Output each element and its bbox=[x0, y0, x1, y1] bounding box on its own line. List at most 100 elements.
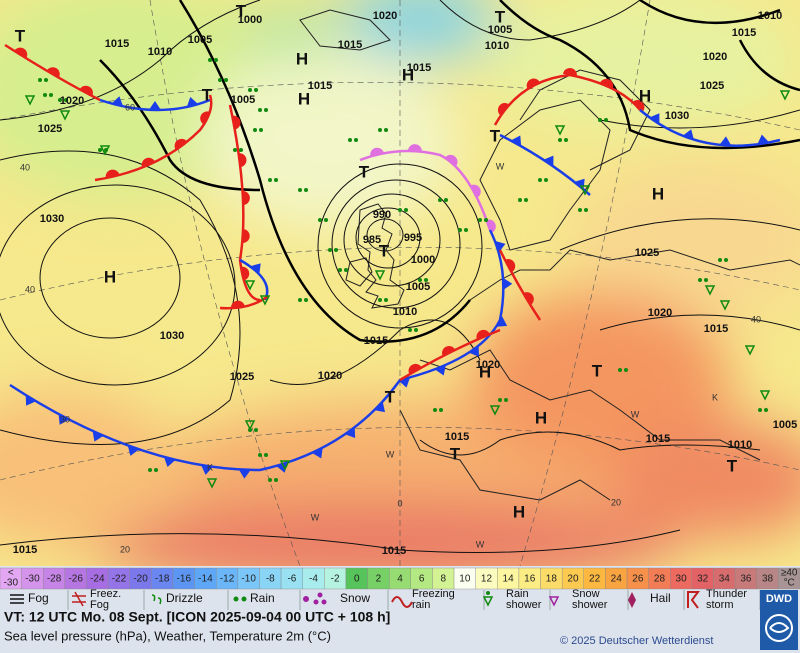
front-triangle bbox=[649, 113, 660, 125]
front-semicircle bbox=[231, 300, 245, 309]
front-semicircle bbox=[504, 259, 516, 273]
legend-icon bbox=[72, 591, 86, 607]
scale-label: 16 bbox=[524, 574, 536, 585]
rain-dot bbox=[378, 128, 382, 132]
shower-symbol bbox=[489, 405, 501, 416]
isotherm-label: K bbox=[712, 392, 718, 402]
legend-icon bbox=[303, 592, 327, 605]
front-semicircle bbox=[200, 111, 211, 125]
shower-symbol bbox=[279, 460, 291, 471]
front-triangle bbox=[163, 456, 176, 468]
rain-dot bbox=[264, 108, 268, 112]
front-triangle bbox=[250, 263, 261, 275]
front-triangle bbox=[495, 240, 506, 253]
pressure-label: 1015 bbox=[704, 323, 728, 335]
rain-dot bbox=[758, 408, 762, 412]
pressure-label: 1025 bbox=[38, 123, 62, 135]
scale-label: 26 bbox=[632, 574, 644, 585]
pressure-label: 1020 bbox=[373, 10, 397, 22]
scale-label: °C bbox=[784, 578, 795, 589]
legend-icon bbox=[151, 594, 162, 605]
isotherm-label: 20 bbox=[611, 497, 621, 507]
rain-dot bbox=[218, 78, 222, 82]
rain-dot bbox=[304, 298, 308, 302]
rain-dot bbox=[564, 138, 568, 142]
pressure-center: T bbox=[727, 456, 738, 475]
front-triangle bbox=[374, 401, 385, 413]
front-semicircle bbox=[238, 153, 247, 168]
shower-symbol bbox=[719, 300, 731, 311]
shower-symbol bbox=[554, 125, 566, 136]
scale-label: ≥40 bbox=[781, 568, 798, 579]
rain-dot bbox=[433, 408, 437, 412]
isotherm-label: 60 bbox=[125, 102, 135, 112]
scale-label: 34 bbox=[719, 574, 731, 585]
pressure-label: 1025 bbox=[700, 80, 724, 92]
scale-label: 18 bbox=[546, 574, 558, 585]
front-triangle bbox=[496, 316, 508, 327]
isobars bbox=[0, 0, 800, 553]
pressure-label: 1025 bbox=[230, 371, 254, 383]
front-semicircle bbox=[632, 100, 645, 113]
pressure-center: T bbox=[385, 387, 396, 406]
legend-icon-part bbox=[233, 596, 239, 602]
front-semicircle bbox=[442, 346, 456, 357]
rain-dot bbox=[724, 258, 728, 262]
pressure-center: H bbox=[104, 267, 116, 286]
rain-dot bbox=[98, 148, 102, 152]
pressure-label: 1005 bbox=[488, 24, 512, 36]
front-semicircle bbox=[79, 85, 93, 97]
temperature-scale: <-30 -30 -28 -26 -24 -22 -20 -18 -16 -14 -12 -10 -8-… bbox=[0, 568, 800, 590]
legend-label: shower bbox=[572, 599, 608, 611]
front-semicircle bbox=[470, 184, 481, 198]
legend-icon bbox=[687, 591, 700, 609]
pressure-center: H bbox=[296, 49, 308, 68]
rain-dot bbox=[154, 468, 158, 472]
main-isobars bbox=[99, 0, 800, 343]
pressure-label: 1015 bbox=[407, 62, 431, 74]
rain-dot bbox=[298, 188, 302, 192]
legend-icon-part bbox=[321, 599, 327, 605]
pressure-label: 1010 bbox=[728, 439, 752, 451]
legend-label: Freezing bbox=[412, 588, 455, 600]
front-triangle bbox=[345, 427, 356, 439]
pressure-label: 1015 bbox=[646, 433, 670, 445]
isotherm-label: 20 bbox=[120, 544, 130, 554]
rain-dot bbox=[464, 228, 468, 232]
legend-icon bbox=[482, 591, 494, 607]
front-semicircle bbox=[486, 219, 496, 234]
rain-dot bbox=[304, 188, 308, 192]
front-triangle bbox=[25, 394, 36, 406]
rain-dot bbox=[504, 398, 508, 402]
shower-symbol bbox=[579, 185, 591, 196]
pressure-label: 1010 bbox=[485, 40, 509, 52]
pressure-label: 1010 bbox=[148, 46, 172, 58]
front-semicircle bbox=[497, 102, 510, 116]
scale-label: -22 bbox=[112, 574, 127, 585]
scale-label: -26 bbox=[68, 574, 83, 585]
scale-label: -10 bbox=[241, 574, 256, 585]
rain-dot bbox=[458, 228, 462, 232]
legend-icon bbox=[548, 596, 560, 607]
legend-icon bbox=[233, 596, 247, 602]
rain-dot bbox=[254, 428, 258, 432]
rain-dot bbox=[558, 138, 562, 142]
rain-dot bbox=[233, 148, 237, 152]
pressure-center: T bbox=[202, 85, 213, 104]
rain-dot bbox=[338, 268, 342, 272]
rain-dot bbox=[418, 278, 422, 282]
pressure-label: 1015 bbox=[364, 335, 388, 347]
pressure-label: 1020 bbox=[703, 51, 727, 63]
pressure-center: T bbox=[490, 126, 501, 145]
front-semicircle bbox=[370, 147, 385, 157]
shower-symbol bbox=[244, 420, 256, 431]
rain-dot bbox=[318, 218, 322, 222]
rain-dot bbox=[38, 78, 42, 82]
pressure-label: 1005 bbox=[231, 94, 255, 106]
front-semicircle bbox=[14, 47, 28, 59]
rain-dot bbox=[324, 218, 328, 222]
isotherm-label: W bbox=[386, 449, 395, 459]
isotherm-label: 0 bbox=[397, 498, 402, 508]
pressure-center: T bbox=[236, 1, 247, 20]
rain-dot bbox=[258, 108, 262, 112]
